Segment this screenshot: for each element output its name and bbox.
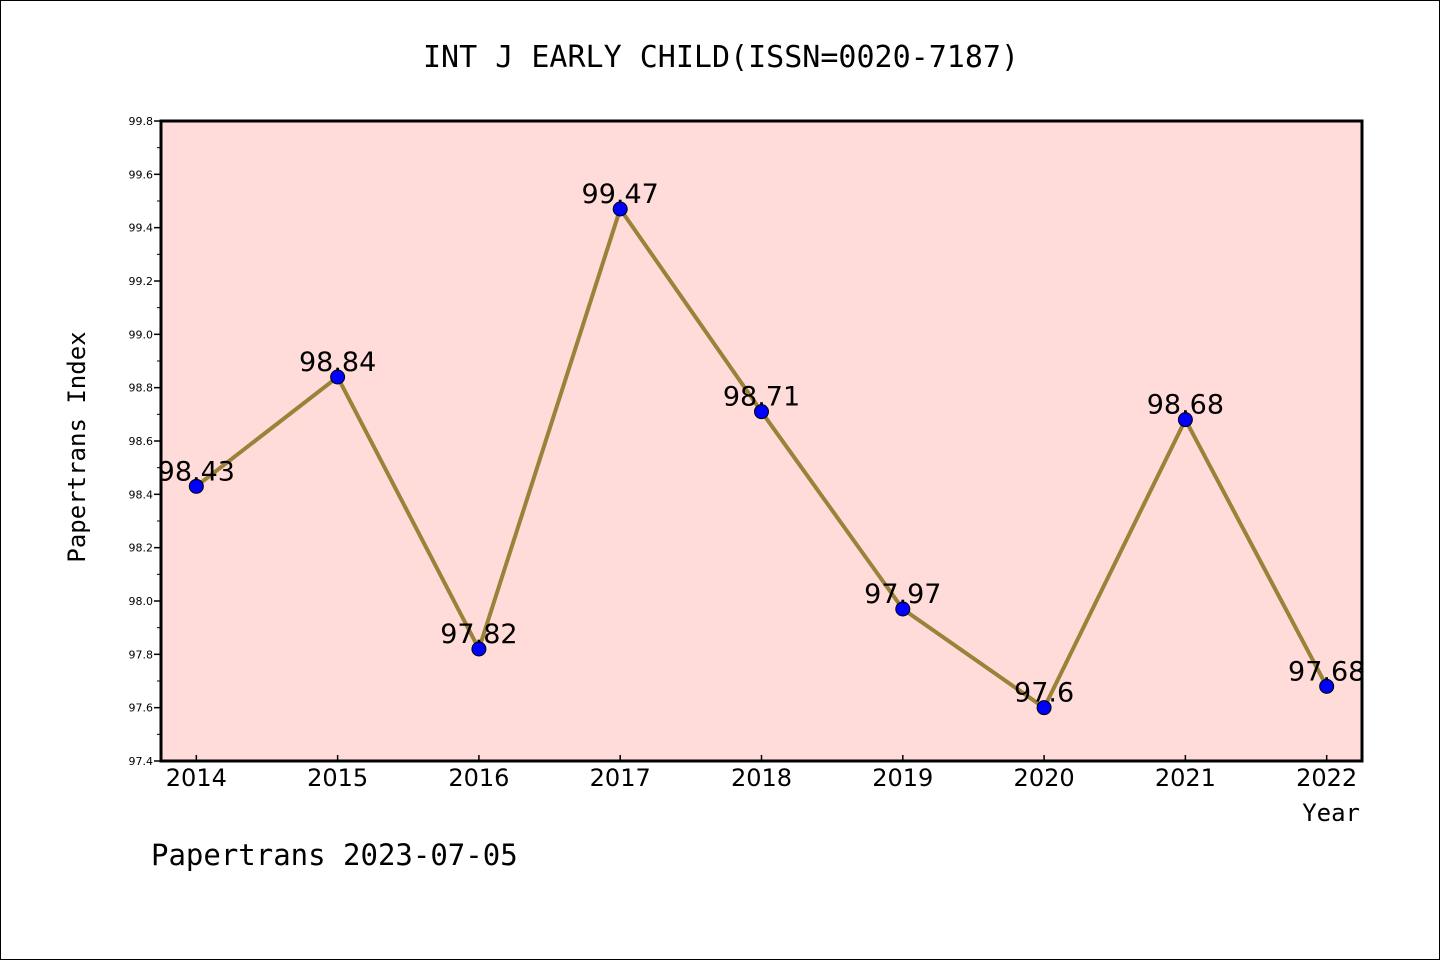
data-point-2017	[612, 201, 628, 217]
plot-border	[159, 119, 1364, 763]
footer-date: Papertrans 2023-07-05	[151, 838, 518, 872]
chart-title: INT J EARLY CHILD(ISSN=0020-7187)	[423, 40, 1019, 75]
data-label-2021: 98.68	[1147, 390, 1224, 421]
data-point-2015	[330, 369, 346, 385]
x-tick-label: 2018	[731, 764, 792, 792]
y-tick-label: 97.4	[129, 755, 154, 768]
y-axis: 97.4 97.6 97.8 98.0 98.2 98.4 98.6 98.8 99.0 99.2…	[129, 115, 161, 768]
y-tick-label: 98.0	[129, 595, 154, 608]
data-label-2022: 97.68	[1288, 656, 1365, 687]
x-axis-label: Year	[1302, 799, 1360, 827]
data-points	[188, 201, 1335, 716]
y-tick-label: 99.6	[129, 168, 154, 181]
data-label-2014: 98.43	[158, 456, 235, 487]
data-point-2021	[1177, 412, 1193, 428]
data-label-2020: 97.6	[1014, 678, 1074, 709]
data-point-2019	[895, 601, 911, 617]
y-tick-label: 98.8	[129, 382, 154, 395]
data-point-2014	[188, 478, 204, 494]
y-tick-label: 98.6	[129, 435, 154, 448]
x-tick-label: 2022	[1296, 764, 1357, 792]
data-point-2022	[1319, 678, 1335, 694]
data-label-2018: 98.71	[723, 382, 800, 413]
data-label-2016: 97.82	[440, 619, 517, 650]
x-tick-label: 2014	[166, 764, 227, 792]
data-point-2016	[471, 641, 487, 657]
y-axis-label: Papertrans Index	[63, 331, 91, 562]
data-point-2018	[754, 404, 769, 420]
x-axis: 2014 2015 2016 2017 2018 2019 2020 2021 2022	[166, 755, 1357, 792]
x-tick-label: 2021	[1155, 764, 1216, 792]
plot-area	[161, 121, 1362, 761]
data-point-2020	[1036, 700, 1052, 716]
y-tick-label: 99.0	[129, 328, 154, 341]
data-label-2019: 97.97	[864, 579, 941, 610]
y-tick-label: 99.8	[129, 115, 154, 128]
y-tick-label: 98.2	[129, 542, 154, 555]
data-labels: 98.43 98.84 97.82 99.47 98.71 97.97 97.6 98.68 9…	[158, 179, 1366, 709]
x-tick-label: 2016	[448, 764, 509, 792]
x-tick-label: 2020	[1014, 764, 1075, 792]
y-tick-label: 97.6	[129, 702, 154, 715]
y-tick-label: 99.2	[129, 275, 154, 288]
x-tick-label: 2017	[590, 764, 651, 792]
y-tick-label: 98.4	[129, 488, 154, 501]
y-tick-label: 99.4	[129, 222, 154, 235]
data-label-2017: 99.47	[582, 179, 659, 210]
x-tick-label: 2015	[307, 764, 368, 792]
data-label-2015: 98.84	[299, 347, 376, 378]
y-tick-label: 97.8	[129, 648, 154, 661]
x-tick-label: 2019	[872, 764, 933, 792]
